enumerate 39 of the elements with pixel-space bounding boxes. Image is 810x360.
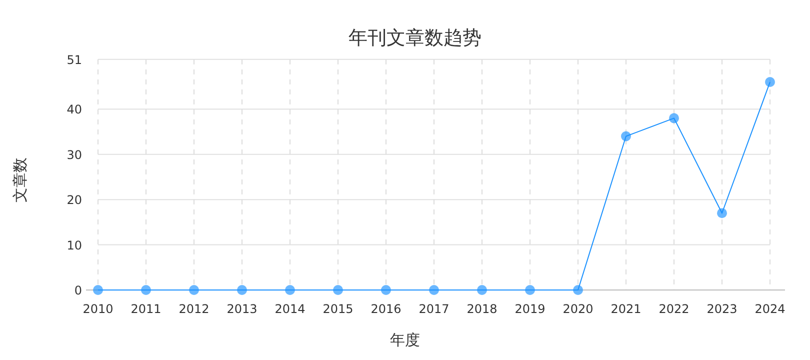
point: [285, 285, 295, 295]
x-tick-label: 2012: [178, 302, 210, 316]
point: [381, 285, 391, 295]
y-tick-label: 51: [66, 52, 82, 67]
y-axis-title: 文章数: [11, 158, 29, 202]
y-tick-label: 20: [66, 193, 82, 208]
point: [621, 131, 631, 142]
point: [477, 285, 487, 295]
x-tick-label: 2022: [658, 302, 690, 316]
point: [573, 285, 583, 295]
y-tick-label: 0: [74, 284, 82, 298]
x-tick-label: 2010: [82, 302, 114, 316]
x-tick-label: 2011: [130, 302, 162, 316]
chart-title: 年刊文章数趋势: [348, 27, 482, 49]
y-tick-label: 10: [66, 238, 82, 252]
point: [717, 208, 727, 218]
point: [141, 285, 151, 295]
point: [765, 77, 775, 88]
y-tick-label: 30: [66, 148, 82, 162]
point: [669, 113, 679, 124]
x-tick-label: 2021: [610, 302, 642, 316]
x-tick-label: 2019: [514, 302, 546, 316]
x-tick-label: 2016: [370, 302, 402, 316]
point: [429, 285, 439, 295]
x-tick-label: 2024: [754, 302, 786, 316]
point: [237, 285, 247, 295]
point: [93, 285, 103, 295]
x-tick-label: 2013: [226, 302, 258, 316]
point: [189, 285, 199, 295]
x-axis-title: 年度: [390, 331, 420, 349]
x-tick-label: 2023: [706, 302, 738, 316]
point: [333, 285, 343, 295]
y-tick-label: 40: [66, 102, 82, 117]
x-tick-label: 2018: [466, 302, 498, 316]
point: [525, 285, 535, 295]
x-tick-label: 2020: [562, 302, 594, 316]
x-tick-label: 2014: [274, 302, 306, 316]
x-tick-label: 2015: [322, 302, 354, 316]
x-tick-label: 2017: [418, 302, 450, 316]
